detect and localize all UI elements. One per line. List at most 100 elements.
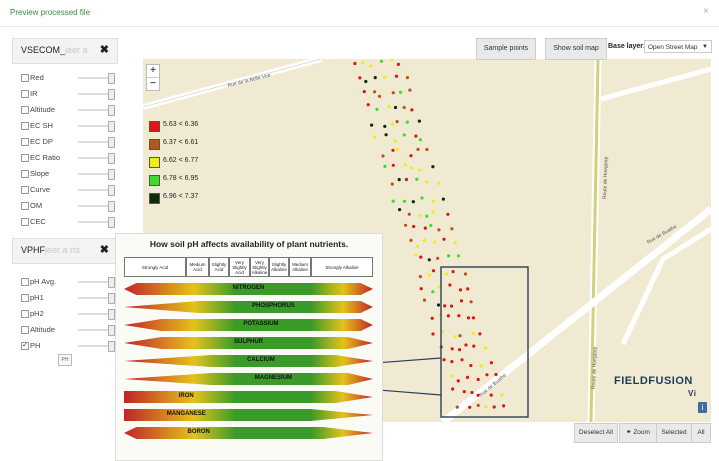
sample-point[interactable]	[478, 332, 482, 336]
layer-row[interactable]: EC DP	[12, 134, 118, 150]
layer-checkbox[interactable]	[21, 170, 29, 178]
sample-point[interactable]	[390, 122, 395, 126]
sample-point[interactable]	[431, 199, 435, 203]
layer-row[interactable]: CEC	[12, 214, 118, 230]
sample-point[interactable]	[431, 290, 435, 294]
sample-point[interactable]	[387, 105, 391, 109]
sample-point[interactable]	[411, 200, 415, 204]
sample-point[interactable]	[469, 300, 473, 304]
layer-checkbox[interactable]	[21, 310, 29, 318]
opacity-slider-track[interactable]	[78, 313, 112, 315]
sample-point[interactable]	[453, 335, 457, 339]
sample-point[interactable]	[399, 90, 403, 94]
sample-point[interactable]	[449, 304, 454, 308]
sample-point[interactable]	[457, 314, 461, 318]
opacity-slider-track[interactable]	[78, 281, 112, 283]
layer-row[interactable]: pH1	[12, 290, 118, 306]
sample-point[interactable]	[450, 227, 454, 231]
layer-row[interactable]: EC Ratio	[12, 150, 118, 166]
sample-point[interactable]	[502, 404, 506, 408]
sample-point[interactable]	[383, 124, 387, 128]
sample-point[interactable]	[476, 393, 480, 397]
layer-row[interactable]: ✓ PH	[12, 338, 118, 354]
opacity-slider-handle[interactable]	[108, 169, 115, 180]
sample-point[interactable]	[415, 244, 420, 248]
sample-point[interactable]	[484, 346, 488, 350]
layer-checkbox[interactable]	[21, 326, 29, 334]
sample-point[interactable]	[450, 360, 454, 364]
sample-point[interactable]	[397, 178, 401, 182]
layer-row[interactable]: Altitude	[12, 102, 118, 118]
sample-point[interactable]	[425, 147, 429, 152]
layer-row[interactable]: pH Avg.	[12, 274, 118, 290]
opacity-slider-track[interactable]	[78, 329, 112, 331]
sample-point[interactable]	[373, 90, 377, 94]
layer-checkbox[interactable]	[21, 218, 29, 226]
sample-point[interactable]	[459, 299, 464, 303]
sample-point[interactable]	[390, 59, 394, 62]
sample-point[interactable]	[446, 212, 450, 216]
sample-point[interactable]	[410, 108, 414, 112]
zoom-button[interactable]: ⚭ Zoom	[619, 423, 657, 443]
sample-point[interactable]	[409, 166, 413, 170]
opacity-slider-track[interactable]	[78, 345, 112, 347]
sample-point[interactable]	[398, 208, 402, 212]
opacity-slider-track[interactable]	[78, 77, 112, 79]
opacity-slider-handle[interactable]	[108, 201, 115, 212]
layer-checkbox[interactable]: ✓	[21, 342, 29, 350]
sample-point[interactable]	[476, 403, 480, 407]
sample-point[interactable]	[436, 256, 440, 260]
sample-point[interactable]	[489, 361, 493, 365]
sample-point[interactable]	[430, 316, 434, 320]
sample-point[interactable]	[366, 103, 370, 107]
sample-point[interactable]	[485, 373, 489, 377]
opacity-slider-track[interactable]	[78, 173, 112, 175]
sample-point[interactable]	[370, 123, 374, 127]
opacity-slider-track[interactable]	[78, 205, 112, 207]
opacity-slider-handle[interactable]	[108, 185, 115, 196]
sample-point[interactable]	[442, 237, 446, 241]
show-soil-map-button[interactable]: Show soil map	[545, 38, 607, 60]
opacity-slider-handle[interactable]	[108, 217, 115, 228]
opacity-slider-handle[interactable]	[108, 105, 115, 116]
layer-row[interactable]: IR	[12, 86, 118, 102]
sample-point[interactable]	[379, 59, 384, 63]
layer-checkbox[interactable]	[21, 278, 29, 286]
zoom-in-button[interactable]: +	[150, 65, 156, 76]
sample-point[interactable]	[362, 90, 366, 94]
sample-point[interactable]	[409, 238, 413, 242]
opacity-slider-handle[interactable]	[108, 89, 115, 100]
sample-point[interactable]	[462, 390, 466, 394]
sample-point[interactable]	[442, 358, 446, 362]
opacity-slider-track[interactable]	[78, 221, 112, 223]
sample-point[interactable]	[419, 255, 423, 259]
sample-point[interactable]	[489, 393, 493, 397]
sample-point[interactable]	[395, 147, 400, 151]
sample-point[interactable]	[414, 253, 418, 257]
sample-point[interactable]	[405, 76, 409, 80]
layer-row[interactable]: Altitude	[12, 322, 118, 338]
sample-point[interactable]	[393, 105, 398, 110]
sample-point[interactable]	[484, 405, 488, 409]
sample-point[interactable]	[428, 273, 432, 277]
sample-point[interactable]	[409, 154, 413, 158]
sample-point[interactable]	[500, 393, 504, 397]
sample-point[interactable]	[465, 375, 470, 379]
opacity-slider-handle[interactable]	[108, 153, 115, 164]
sample-point[interactable]	[364, 79, 368, 84]
sample-point[interactable]	[437, 285, 442, 289]
sample-point[interactable]	[358, 76, 362, 80]
sample-point[interactable]	[437, 228, 441, 232]
sample-point[interactable]	[466, 287, 470, 291]
sample-point[interactable]	[381, 154, 385, 158]
sample-point[interactable]	[377, 94, 382, 98]
sample-point[interactable]	[431, 269, 436, 273]
opacity-slider-handle[interactable]	[108, 309, 115, 320]
layer-checkbox[interactable]	[21, 186, 29, 194]
sample-point[interactable]	[446, 314, 450, 318]
sample-point[interactable]	[470, 390, 474, 395]
info-icon[interactable]: i	[698, 402, 707, 413]
sample-point[interactable]	[458, 288, 463, 292]
sample-points-button[interactable]: Sample points	[476, 38, 536, 60]
layer-checkbox[interactable]	[21, 294, 29, 302]
